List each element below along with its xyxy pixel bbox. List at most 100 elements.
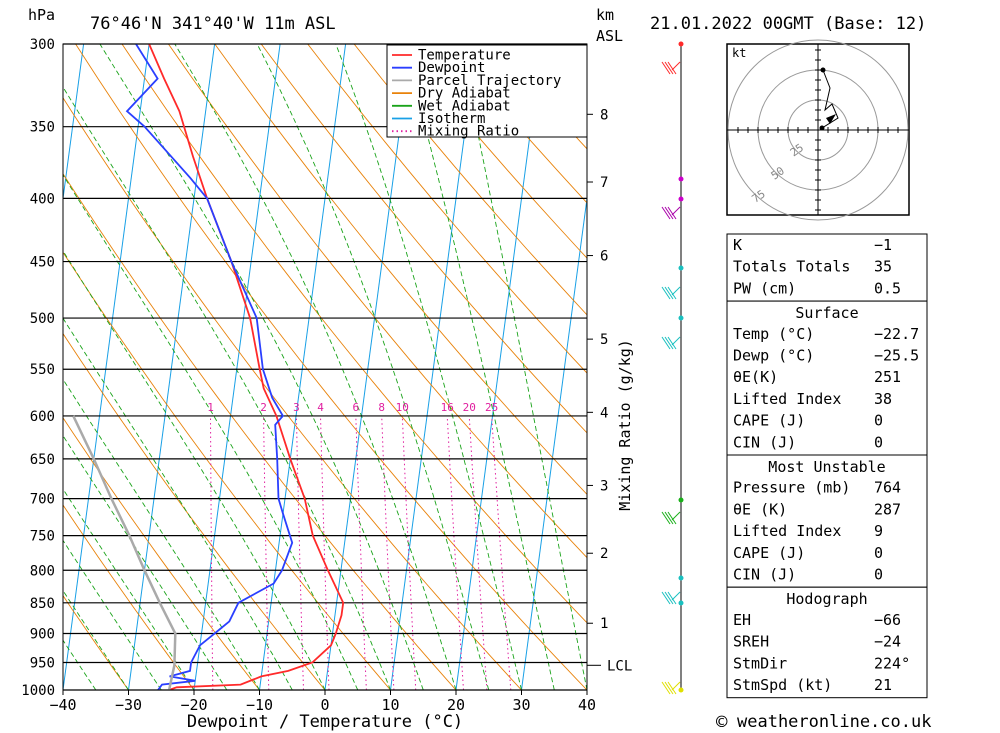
wind-level-dot <box>678 265 684 271</box>
isotherm-line <box>390 44 478 690</box>
x-tick-label: 40 <box>578 696 596 714</box>
isotherm-line <box>0 44 18 690</box>
hodograph-point <box>819 125 825 131</box>
mixing-ratio-line <box>491 415 512 690</box>
x-tick-label: 20 <box>447 696 465 714</box>
indices-table: K −1 Totals Totals 35 PW (cm) 0.5 Surface Temp … <box>726 233 928 699</box>
mixing-ratio-value-label: 8 <box>378 401 385 414</box>
wind-level-dot <box>678 600 684 606</box>
km-tick-label: 2 <box>600 546 608 562</box>
site-credit: weatheronline.co.uk <box>737 712 931 732</box>
table-row-label: K <box>733 236 742 254</box>
table-section-title: Most Unstable <box>768 458 885 476</box>
table-row-label: CIN (J) <box>733 433 796 451</box>
dry-adiabat-line <box>63 96 522 690</box>
dry-adiabat-line <box>63 594 129 690</box>
y-tick-label: 350 <box>30 120 55 136</box>
mixing-ratio-value-label: 2 <box>260 401 267 414</box>
y-axis-ticks: 300 350 400 450 500 550 600 650 700 750 800 850 900 9… <box>21 37 55 699</box>
mixing-ratio-axis-label: Mixing Ratio (g/kg) <box>616 339 634 511</box>
mixing-ratio-line <box>355 415 367 690</box>
legend-entry-label: Temperature <box>418 48 511 64</box>
wind-barb-feather <box>661 286 671 300</box>
dry-adiabat-line <box>260 44 587 434</box>
wind-barb-feather <box>667 511 677 525</box>
table-row-value: 0 <box>874 412 883 430</box>
wind-profile <box>661 41 684 695</box>
km-tick-label: 6 <box>600 249 608 265</box>
km-tick-label: 7 <box>600 175 608 191</box>
table-row-value: 287 <box>874 500 901 518</box>
hodograph-ring-label: 50 <box>769 164 787 182</box>
wet-adiabat-line <box>99 44 424 690</box>
wind-barb-feather <box>667 206 677 220</box>
wet-adiabat-line <box>402 44 555 690</box>
table-row-label: PW (cm) <box>733 279 796 297</box>
mixing-ratio-line <box>210 415 214 690</box>
isotherm-line <box>521 194 587 690</box>
series-line-parcel-trajectory <box>72 415 177 690</box>
wet-adiabat-line <box>459 44 587 690</box>
table-row-label: StmDir <box>733 654 787 672</box>
y-tick-label: 950 <box>30 655 55 671</box>
x-tick-label: 10 <box>381 696 399 714</box>
isotherm-line <box>324 44 412 690</box>
y-tick-label: 700 <box>30 492 55 508</box>
wind-barb-feather <box>664 591 674 605</box>
table-row-label: CAPE (J) <box>733 544 805 562</box>
wind-barb <box>671 591 681 601</box>
mixing-ratio-line <box>381 415 395 690</box>
mixing-ratio-line <box>401 415 417 690</box>
x-tick-label: −10 <box>246 696 273 714</box>
table-box <box>726 586 928 699</box>
table-row-label: Totals Totals <box>733 258 850 276</box>
wet-adiabat-line <box>63 86 391 690</box>
table-row-value: −24 <box>874 633 901 651</box>
wind-barb-feather <box>664 336 674 350</box>
legend-entry-label: Dewpoint <box>418 60 485 76</box>
table-row-value: 21 <box>874 676 892 694</box>
mixing-ratio-value-label: 16 <box>441 401 454 414</box>
mixing-ratio-labels: 1 2 3 4 6 8 10 16 20 25 <box>207 401 498 414</box>
wind-barb-feather <box>667 681 677 695</box>
mixing-ratio-value-label: 3 <box>293 401 300 414</box>
legend-entry-label: Isotherm <box>418 111 485 127</box>
wet-adiabat-line <box>335 44 522 690</box>
legend-entry-label: Parcel Trajectory <box>418 73 561 89</box>
mixing-ratio-value-label: 25 <box>485 401 498 414</box>
table-row-label: Temp (°C) <box>733 325 814 343</box>
wind-barb-feather <box>664 286 674 300</box>
y-tick-label: 400 <box>30 191 55 207</box>
table-row-label: Lifted Index <box>733 522 841 540</box>
table-row-value: 224° <box>874 654 910 672</box>
hodograph-point <box>820 67 826 73</box>
legend-box <box>386 44 588 138</box>
table-row-value: −66 <box>874 611 901 629</box>
dry-adiabat-line <box>63 504 195 690</box>
wind-barb-feather <box>661 61 671 75</box>
table-row-label: θE(K) <box>733 368 778 386</box>
table-box <box>726 454 928 588</box>
wind-barb-feather <box>664 681 674 695</box>
y-tick-label: 500 <box>30 311 55 327</box>
x-tick-label: −40 <box>49 696 76 714</box>
wet-adiabat-line <box>63 539 162 690</box>
wind-barb-feather <box>667 61 677 75</box>
table-box <box>726 233 928 302</box>
mixing-ratio-value-label: 10 <box>396 401 409 414</box>
wet-adiabat-line <box>174 44 457 690</box>
series-line-dewpoint <box>125 44 294 690</box>
wind-barb <box>671 61 681 71</box>
mixing-ratio-line <box>446 415 464 690</box>
wind-level-dot <box>678 575 684 581</box>
mixing-ratio-line <box>295 415 304 690</box>
mixing-ratio-value-label: 20 <box>463 401 476 414</box>
y-tick-label: 450 <box>30 255 55 271</box>
wind-barb-feather <box>664 511 674 525</box>
table-row-label: StmSpd (kt) <box>733 676 832 694</box>
wet-adiabat-line <box>63 317 293 690</box>
profiles <box>72 44 345 690</box>
isotherm-line <box>63 44 150 690</box>
y-tick-label: 650 <box>30 452 55 468</box>
